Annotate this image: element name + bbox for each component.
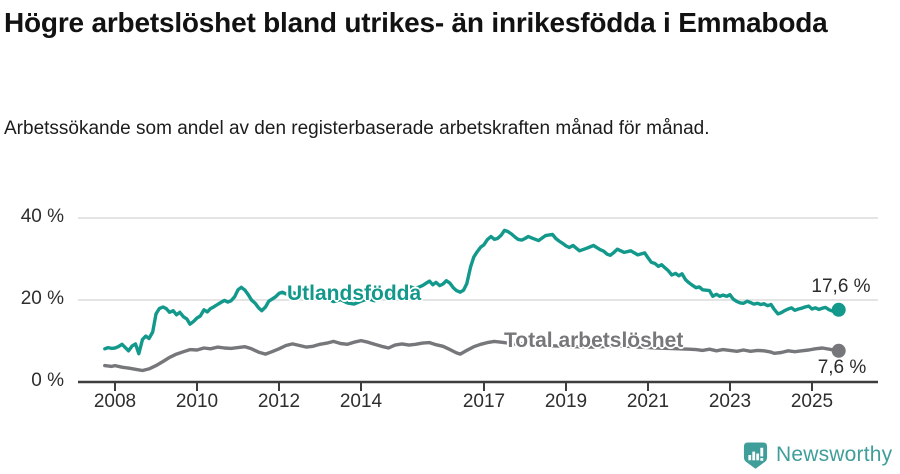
series-label-utlandsfodda: Utlandsfödda [287,282,422,305]
newsworthy-logo: Newsworthy [742,440,892,470]
x-tick-label: 2017 [462,391,506,412]
x-tick-label: 2023 [708,391,752,412]
x-tick-label: 2012 [257,391,301,412]
brand-name: Newsworthy [776,443,893,466]
x-tick-label: 2025 [790,391,834,412]
y-tick-label: 40 % [20,206,64,227]
x-tick-label: 2010 [175,391,219,412]
end-value-label-total: 7,6 % [817,357,867,378]
series-end-dot-total [831,343,846,358]
chart-subtitle: Arbetssökande som andel av den registerb… [4,118,710,139]
y-tick-label: 20 % [20,288,64,309]
series-end-dot-utlandsfodda [831,302,846,317]
series-line-utlandsfodda [103,228,841,356]
series-line-total [103,338,841,373]
series-label-total-arbetsloshet: Total arbetslöshet [504,329,684,352]
end-value-label-utlandsfodda: 17,6 % [811,276,871,297]
x-tick-label: 2008 [93,391,137,412]
x-tick-label: 2014 [339,391,383,412]
x-tick-label: 2021 [626,391,670,412]
y-tick-label: 0 % [31,370,64,391]
newsworthy-pin-bar-chart-icon [743,442,768,469]
chart-title: Högre arbetslöshet bland utrikes- än inr… [4,7,828,38]
x-tick-label: 2019 [544,391,588,412]
